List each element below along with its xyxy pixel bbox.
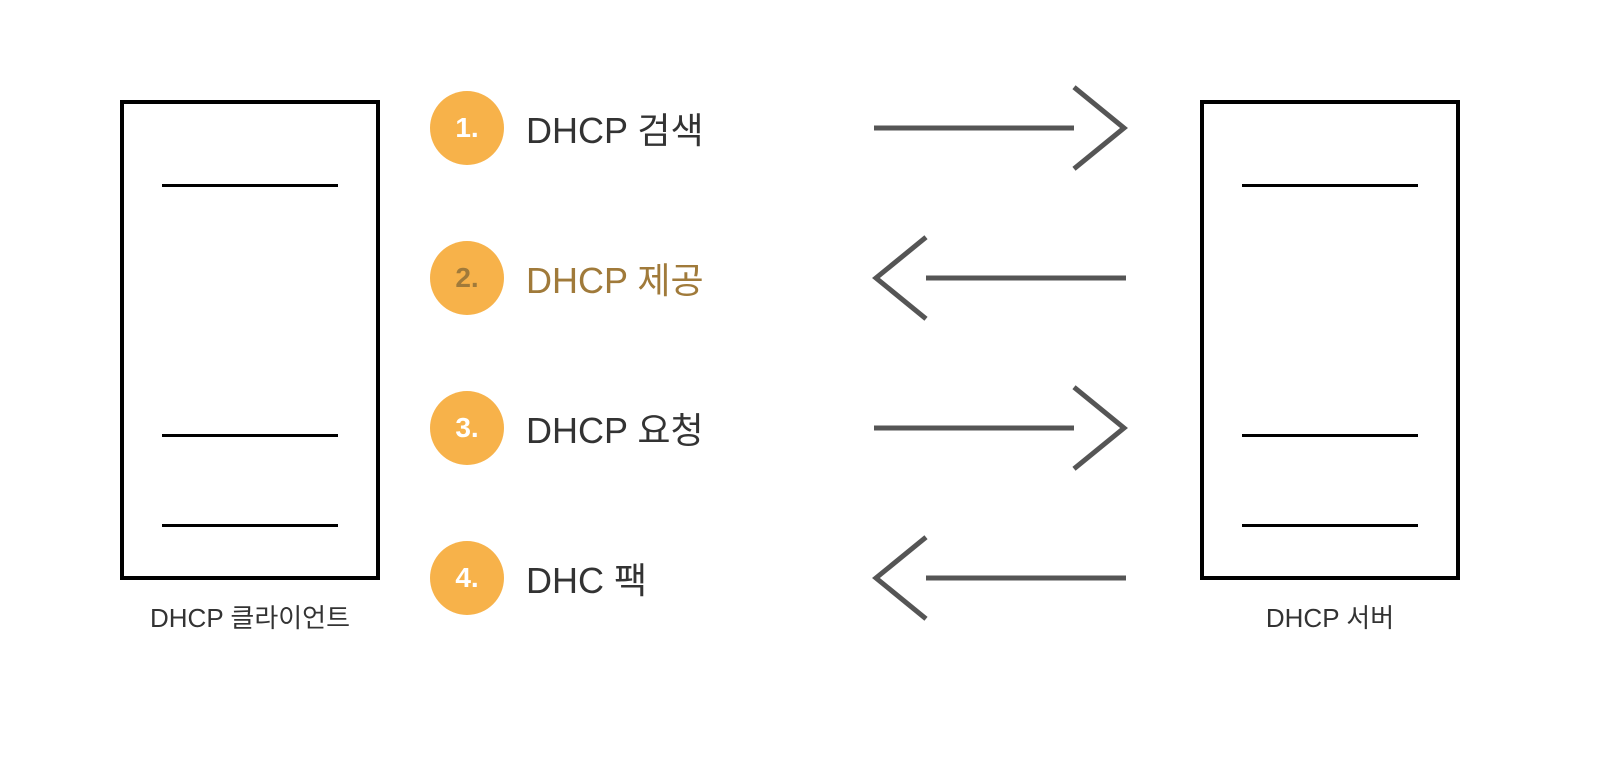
step-number-2: 2. <box>455 262 478 294</box>
client-label: DHCP 클라이언트 <box>150 598 350 635</box>
step-row-4: 4. DHC 팩 <box>430 541 647 615</box>
step-number-1: 1. <box>455 112 478 144</box>
step-row-1: 1. DHCP 검색 <box>430 91 704 165</box>
step-label-3: DHCP 요청 <box>526 402 704 454</box>
step-label-2: DHCP 제공 <box>526 252 704 304</box>
server-label: DHCP 서버 <box>1266 598 1394 635</box>
client-inner-line-3 <box>162 524 338 527</box>
step-circle-2: 2. <box>430 241 504 315</box>
arrow-4 <box>870 531 1130 625</box>
client-inner-line-2 <box>162 434 338 437</box>
step-label-1: DHCP 검색 <box>526 102 704 154</box>
arrow-3 <box>870 381 1130 475</box>
client-inner-line-1 <box>162 184 338 187</box>
step-row-3: 3. DHCP 요청 <box>430 391 704 465</box>
client-node <box>120 100 380 580</box>
server-inner-line-2 <box>1242 434 1418 437</box>
server-node <box>1200 100 1460 580</box>
arrow-1 <box>870 81 1130 175</box>
step-number-3: 3. <box>455 412 478 444</box>
step-number-4: 4. <box>455 562 478 594</box>
step-row-2: 2. DHCP 제공 <box>430 241 704 315</box>
server-inner-line-1 <box>1242 184 1418 187</box>
step-circle-4: 4. <box>430 541 504 615</box>
step-circle-3: 3. <box>430 391 504 465</box>
step-label-4: DHC 팩 <box>526 552 647 604</box>
arrow-2 <box>870 231 1130 325</box>
step-circle-1: 1. <box>430 91 504 165</box>
server-inner-line-3 <box>1242 524 1418 527</box>
